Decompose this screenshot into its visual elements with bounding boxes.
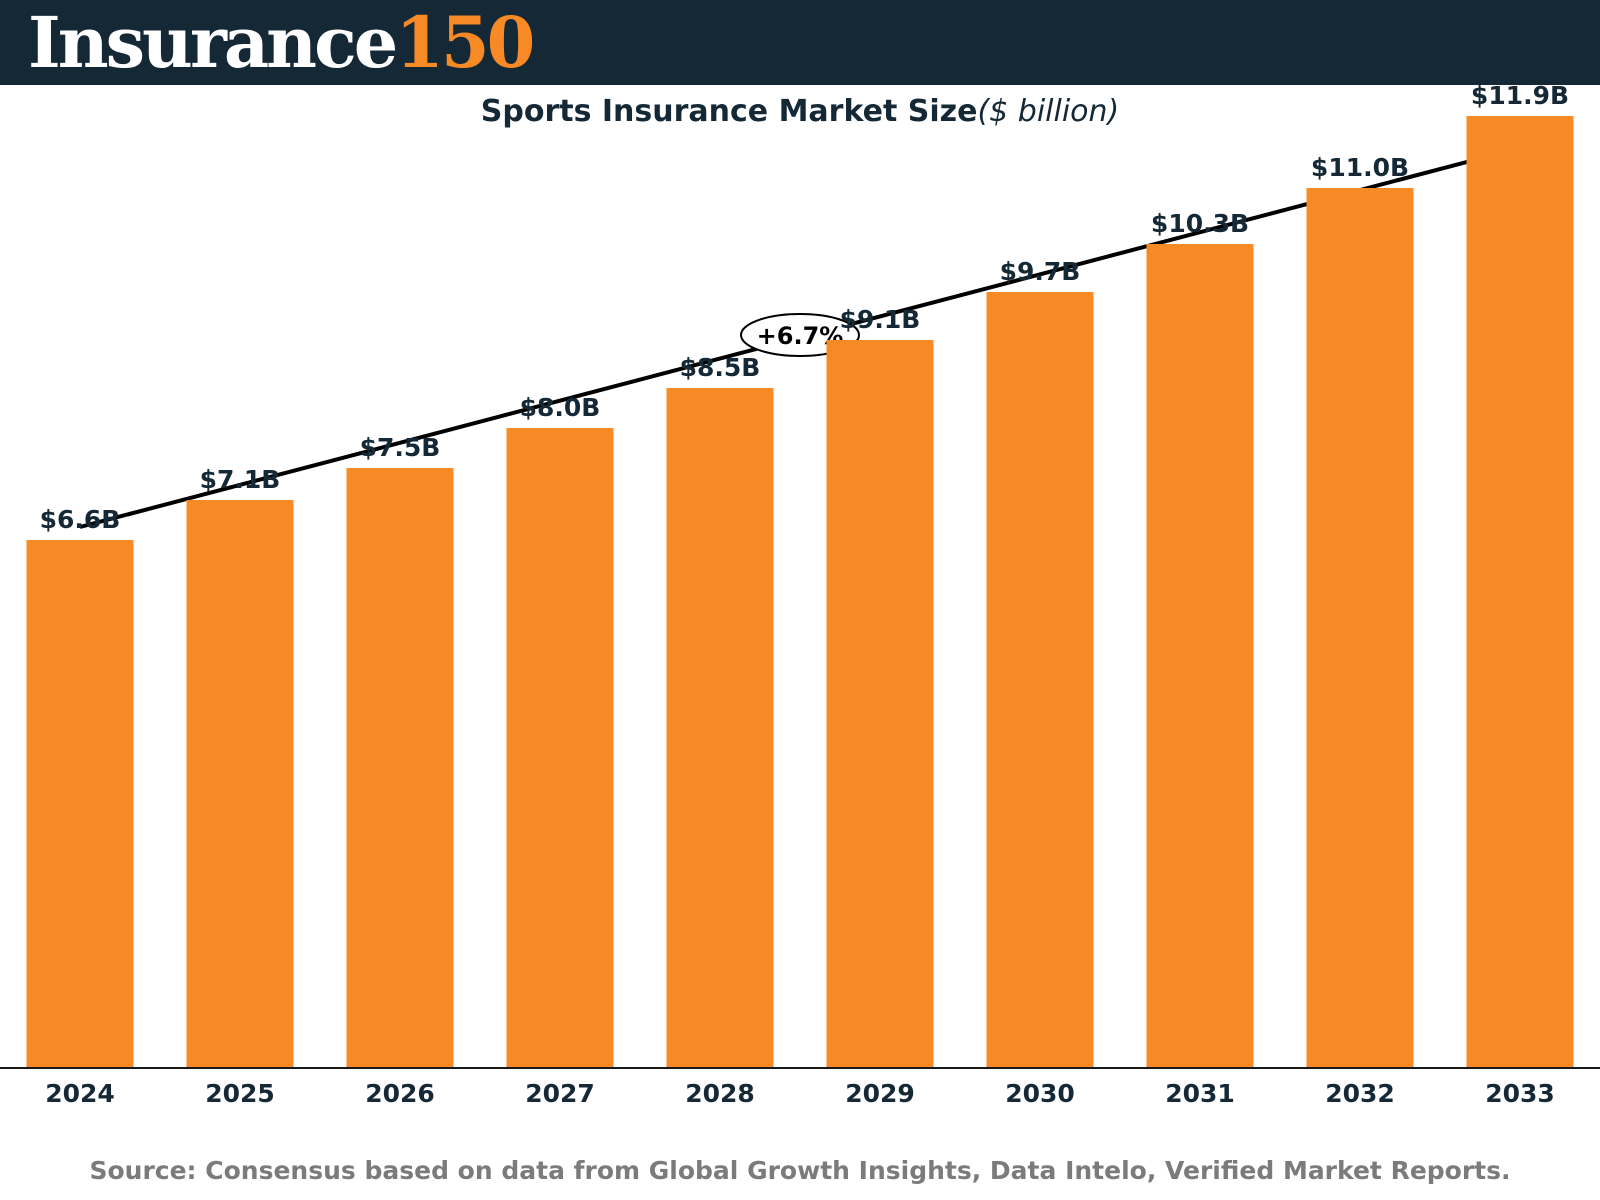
- value-label-2033: $11.9B: [1471, 81, 1569, 110]
- bar-chart: +6.7%$6.6B2024$7.1B2025$7.5B2026$8.0B202…: [0, 81, 1600, 1108]
- value-label-2030: $9.7B: [1000, 257, 1081, 286]
- chart-title-unit: ($ billion): [977, 94, 1120, 129]
- value-label-2025: $7.1B: [200, 465, 281, 494]
- value-label-2029: $9.1B: [840, 305, 921, 334]
- bar-2029: [826, 340, 934, 1068]
- chart-title: Sports Insurance Market Size($ billion): [0, 94, 1600, 129]
- value-label-2032: $11.0B: [1311, 153, 1409, 182]
- x-tick-label-2026: 2026: [365, 1079, 435, 1108]
- chart-title-main: Sports Insurance Market Size: [480, 94, 978, 129]
- bar-2031: [1146, 244, 1254, 1068]
- bar-2026: [346, 468, 454, 1068]
- x-tick-label-2033: 2033: [1485, 1079, 1555, 1108]
- bar-2030: [986, 292, 1094, 1068]
- value-label-2026: $7.5B: [360, 433, 441, 462]
- bar-2033: [1466, 116, 1574, 1068]
- logo-number: 150: [395, 1, 535, 84]
- bar-2028: [666, 388, 774, 1068]
- x-tick-label-2024: 2024: [45, 1079, 115, 1108]
- brand-logo[interactable]: Insurance150: [28, 0, 535, 85]
- source-note: Source: Consensus based on data from Glo…: [89, 1156, 1511, 1185]
- logo-word: Insurance: [28, 1, 398, 84]
- x-tick-label-2031: 2031: [1165, 1079, 1235, 1108]
- x-tick-label-2028: 2028: [685, 1079, 755, 1108]
- x-tick-label-2030: 2030: [1005, 1079, 1075, 1108]
- bar-2032: [1306, 188, 1414, 1068]
- header-bar: Insurance150: [0, 0, 1600, 85]
- x-tick-label-2027: 2027: [525, 1079, 595, 1108]
- bar-2025: [186, 500, 294, 1068]
- x-tick-label-2025: 2025: [205, 1079, 275, 1108]
- value-label-2028: $8.5B: [680, 353, 761, 382]
- bar-2027: [506, 428, 614, 1068]
- value-label-2027: $8.0B: [520, 393, 601, 422]
- x-tick-label-2032: 2032: [1325, 1079, 1395, 1108]
- bar-2024: [26, 540, 134, 1068]
- value-label-2024: $6.6B: [40, 505, 121, 534]
- value-label-2031: $10.3B: [1151, 209, 1249, 238]
- x-tick-label-2029: 2029: [845, 1079, 915, 1108]
